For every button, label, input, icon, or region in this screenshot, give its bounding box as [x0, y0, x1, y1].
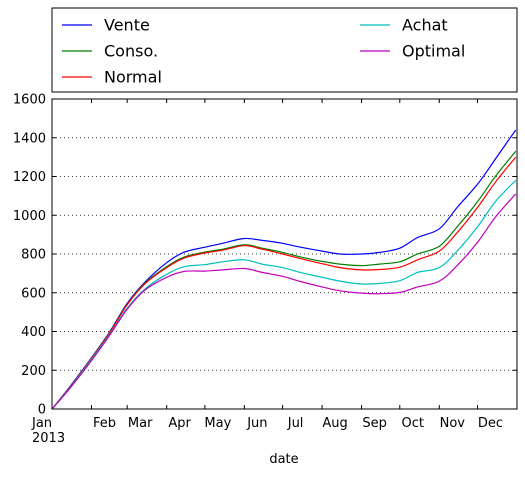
x-tick-label: Feb: [93, 416, 116, 431]
y-tick-label: 1400: [13, 131, 46, 146]
y-tick-label: 1600: [13, 93, 46, 108]
y-tick-label: 200: [21, 364, 46, 379]
x-tick-sublabel: 2013: [32, 431, 65, 446]
x-tick-label: Jun: [246, 416, 267, 431]
series-line-normal: [51, 156, 517, 410]
y-tick-label: 400: [21, 325, 46, 340]
legend-label: Vente: [104, 16, 150, 35]
series-line-optimal: [51, 193, 517, 410]
series-line-conso: [51, 150, 517, 410]
x-tick-label: May: [204, 416, 231, 431]
legend-box: [51, 7, 518, 93]
x-tick-label: Jul: [287, 416, 304, 431]
legend-label: Normal: [104, 68, 162, 87]
x-tick-label: Aug: [322, 416, 347, 431]
y-tick-label: 0: [38, 403, 46, 418]
series-line-achat: [51, 179, 517, 410]
x-tick-label: Nov: [440, 416, 466, 431]
x-tick-label: Apr: [168, 416, 191, 431]
y-tick-label: 1000: [13, 209, 46, 224]
x-tick-label: Oct: [402, 416, 424, 431]
y-tick-label: 600: [21, 286, 46, 301]
legend-label: Conso.: [104, 42, 158, 61]
x-tick-label: Mar: [128, 416, 153, 431]
x-tick-label: Dec: [478, 416, 503, 431]
series-line-vente: [51, 129, 517, 410]
x-axis-label: date: [269, 452, 298, 467]
y-tick-label: 1200: [13, 170, 46, 185]
legend-label: Achat: [402, 16, 448, 35]
x-tick-label: Jan: [31, 416, 52, 431]
y-tick-label: 800: [21, 248, 46, 263]
x-tick-label: Sep: [362, 416, 387, 431]
legend-label: Optimal: [402, 42, 465, 61]
